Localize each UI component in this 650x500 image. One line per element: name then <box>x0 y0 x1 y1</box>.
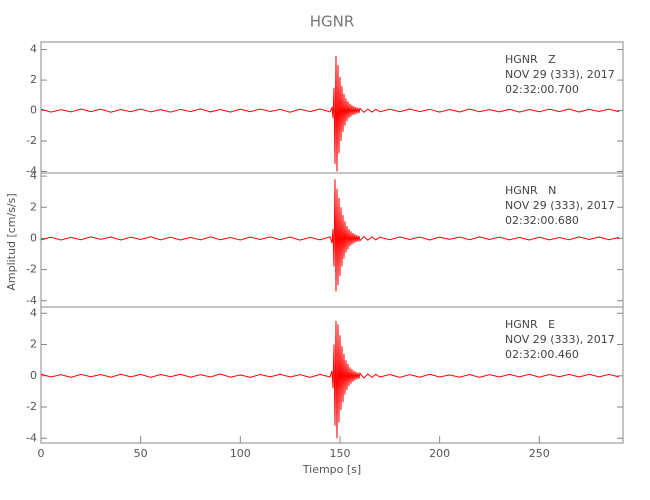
y-tick-label: 2 <box>30 200 37 213</box>
y-tick-label: 2 <box>30 338 37 351</box>
x-tick-label: 100 <box>230 447 251 460</box>
chart-title: HGNR <box>310 13 355 31</box>
y-tick-label: 4 <box>30 306 37 319</box>
waveform <box>40 179 620 292</box>
y-tick-label: -4 <box>26 294 37 307</box>
y-tick-label: 4 <box>30 169 37 182</box>
x-tick-label: 200 <box>429 447 450 460</box>
y-tick-label: -4 <box>26 164 37 177</box>
annotation: NOV 29 (333), 2017 <box>505 199 615 212</box>
y-axis-label: Amplitud [cm/s/s] <box>5 193 18 290</box>
waveform <box>40 55 620 172</box>
x-tick-label: 50 <box>134 447 148 460</box>
annotation: 02:32:00.460 <box>505 348 579 361</box>
x-tick-label: 250 <box>529 447 550 460</box>
x-tick-label: 0 <box>38 447 45 460</box>
annotation: 02:32:00.680 <box>505 214 579 227</box>
y-tick-label: 4 <box>30 43 37 56</box>
waveform <box>40 321 620 439</box>
annotation: HGNR E <box>505 318 555 331</box>
annotation: NOV 29 (333), 2017 <box>505 333 615 346</box>
x-axis-label: Tiempo [s] <box>302 463 361 476</box>
y-tick-label: 2 <box>30 73 37 86</box>
y-tick-label: 0 <box>30 104 37 117</box>
y-tick-label: -4 <box>26 431 37 444</box>
annotation: NOV 29 (333), 2017 <box>505 68 615 81</box>
y-tick-label: -2 <box>26 400 37 413</box>
annotation: HGNR N <box>505 184 556 197</box>
annotation: HGNR Z <box>505 53 556 66</box>
y-tick-label: 0 <box>30 369 37 382</box>
annotation: 02:32:00.700 <box>505 83 579 96</box>
panel-frame <box>40 306 624 444</box>
y-tick-label: 0 <box>30 231 37 244</box>
y-tick-label: -2 <box>26 134 37 147</box>
x-tick-label: 150 <box>329 447 350 460</box>
y-tick-label: -2 <box>26 263 37 276</box>
